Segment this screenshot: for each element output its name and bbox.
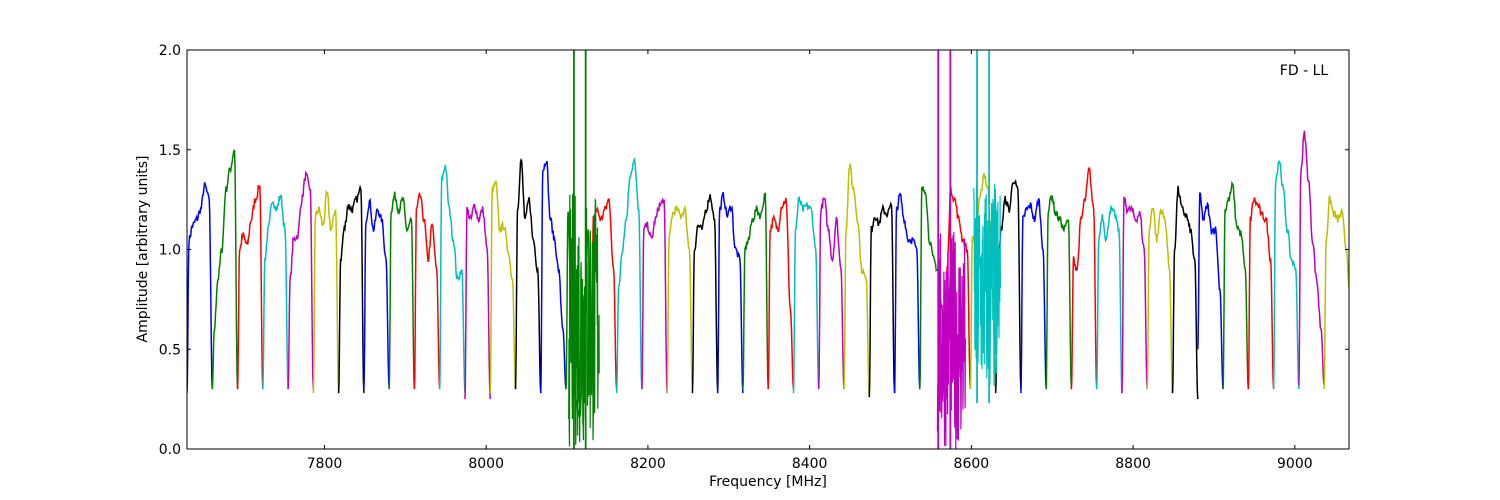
subband-line-8 (388, 191, 416, 390)
x-tick-label: 8200 (630, 456, 666, 472)
y-axis-label: Amplitude [arbitrary units] (135, 156, 151, 343)
subband-line-29 (919, 186, 946, 390)
subband-line-34 (1045, 194, 1073, 390)
subband-line-41 (1222, 180, 1250, 390)
y-tick-label: 2.0 (159, 43, 181, 59)
subband-line-36 (1095, 204, 1123, 394)
plot-annotation: FD - LL (1280, 63, 1329, 79)
subband-line-18 (641, 197, 668, 394)
x-tick-label: 8800 (1115, 456, 1151, 472)
subband-line-44 (1298, 130, 1325, 386)
subband-line-40 (1197, 192, 1224, 390)
subband-line-26 (843, 163, 871, 398)
subband-line-17 (615, 156, 643, 394)
subband-line-14 (540, 160, 567, 394)
x-tick-label: 8000 (468, 456, 504, 472)
x-tick-label: 7800 (307, 456, 343, 472)
x-tick-label: 8600 (954, 456, 990, 472)
y-tick-label: 1.5 (159, 143, 181, 159)
subband-line-45 (1323, 195, 1349, 390)
subband-line-20 (691, 194, 719, 394)
x-tick-label: 8400 (792, 456, 828, 472)
axis-ticks: 7800 8000 8200 8400 8600 8800 9000 0.0 0.5 1.0 1.5… (159, 43, 1349, 472)
subband-line-25 (817, 196, 845, 390)
subband-line-3 (262, 194, 289, 390)
subband-line-28 (893, 192, 921, 394)
subband-line-4 (287, 170, 315, 390)
x-tick-label: 9000 (1277, 456, 1313, 472)
subband-line-0 (187, 182, 214, 394)
y-tick-label: 0.0 (159, 442, 181, 458)
subband-line-33 (1020, 198, 1047, 394)
subband-line-7 (363, 197, 390, 390)
subband-line-13 (514, 157, 542, 394)
subband-line-39 (1171, 185, 1199, 400)
y-tick-label: 1.0 (159, 243, 181, 259)
subband-line-37 (1121, 196, 1148, 394)
subband-line-10 (438, 164, 466, 394)
series-lines (187, 50, 1349, 449)
subband-line-42 (1247, 197, 1275, 390)
x-axis-label: Frequency [MHz] (709, 474, 827, 490)
rfi-noise-2 (973, 184, 1002, 386)
subband-line-35 (1070, 166, 1098, 390)
subband-line-12 (489, 180, 517, 394)
subband-line-6 (337, 184, 365, 394)
subband-line-21 (716, 191, 744, 394)
y-tick-label: 0.5 (159, 342, 181, 358)
subband-line-27 (868, 201, 896, 398)
subband-line-2 (236, 185, 264, 390)
rfi-noise-1 (936, 232, 967, 449)
subband-line-43 (1272, 160, 1300, 390)
subband-line-1 (211, 149, 239, 390)
subband-line-11 (464, 203, 491, 400)
subband-line-9 (413, 192, 441, 390)
subband-line-24 (792, 196, 820, 394)
subband-line-19 (666, 205, 694, 394)
subband-line-22 (742, 192, 769, 390)
subband-line-5 (312, 190, 340, 394)
subband-line-38 (1146, 207, 1174, 394)
subband-line-23 (767, 197, 795, 390)
